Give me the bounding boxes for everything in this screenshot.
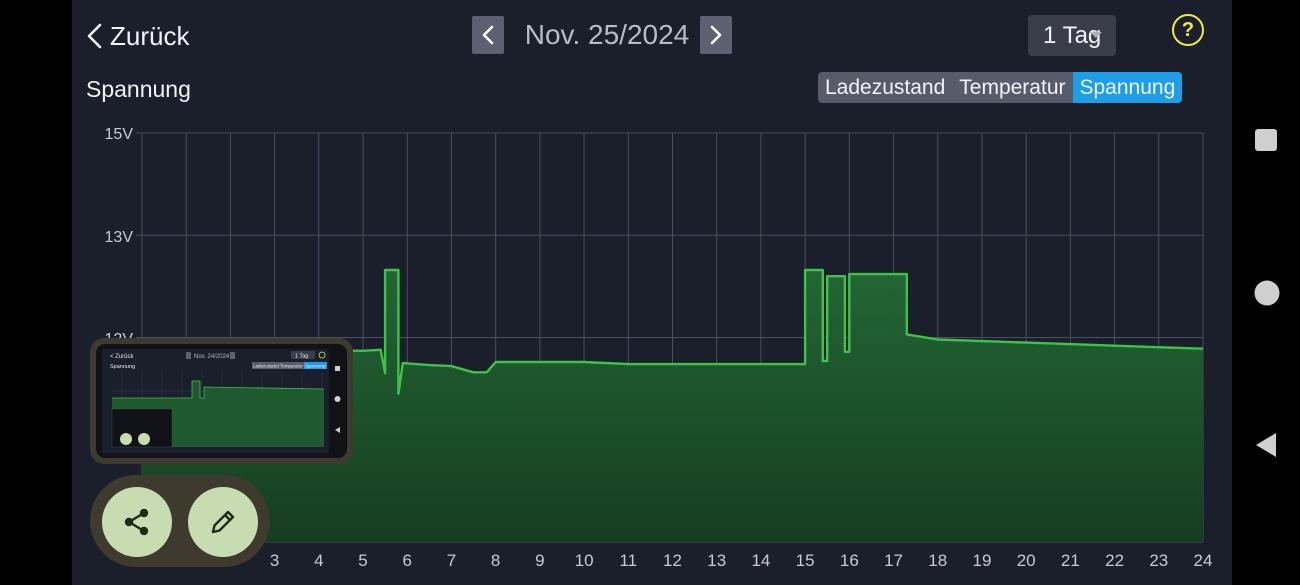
thumb-date: Nov. 24/2024 bbox=[194, 354, 230, 360]
chevron-right-icon bbox=[710, 25, 722, 45]
chevron-left-icon bbox=[87, 23, 102, 49]
thumbnail-screen: < Zurück Nov. 24/2024 1 Tag Spannung Lad… bbox=[102, 349, 329, 453]
tab-ladezustand[interactable]: Ladezustand bbox=[825, 75, 946, 99]
system-nav-bar bbox=[1232, 0, 1300, 585]
x-tick-label: 11 bbox=[619, 551, 637, 570]
voltage-line bbox=[142, 268, 1204, 395]
x-tick-label: 9 bbox=[535, 551, 544, 570]
x-tick-label: 13 bbox=[707, 551, 726, 570]
tab-temperatur[interactable]: Temperatur bbox=[959, 75, 1066, 99]
x-tick-label: 12 bbox=[663, 551, 682, 570]
x-tick-label: 8 bbox=[491, 551, 500, 570]
caret-down-icon bbox=[1090, 32, 1102, 38]
voltage-area bbox=[142, 270, 1203, 542]
thumb-tab: Temperatur bbox=[280, 364, 303, 369]
x-tick-label: 23 bbox=[1149, 551, 1168, 570]
voltage-chart: 15V 13V 12V 3456789101112131415161718192… bbox=[105, 126, 1213, 570]
pencil-icon bbox=[211, 510, 235, 534]
share-icon bbox=[124, 508, 149, 536]
back-label: Zurück bbox=[110, 20, 190, 51]
x-tick-label: 16 bbox=[840, 551, 859, 570]
thumbnail-preview: < Zurück Nov. 24/2024 1 Tag Spannung Lad… bbox=[110, 351, 327, 448]
section-title: Spannung bbox=[86, 76, 191, 102]
back-nav-button[interactable] bbox=[1254, 432, 1278, 463]
screenshot-actions bbox=[90, 475, 270, 567]
x-tick-label: 24 bbox=[1194, 551, 1213, 570]
x-tick-label: 20 bbox=[1017, 551, 1036, 570]
circle-icon bbox=[1254, 280, 1280, 306]
metric-tabs: Ladezustand Temperatur Spannung bbox=[818, 72, 1183, 103]
x-tick-label: 15 bbox=[796, 551, 815, 570]
x-tick-label: 3 bbox=[270, 551, 279, 570]
x-tick-label: 14 bbox=[751, 551, 770, 570]
next-day-button[interactable] bbox=[700, 16, 732, 54]
x-tick-label: 19 bbox=[972, 551, 991, 570]
thumb-back-label: < Zurück bbox=[110, 354, 135, 360]
x-tick-label: 6 bbox=[403, 551, 412, 570]
x-tick-label: 4 bbox=[314, 551, 323, 570]
chevron-left-icon bbox=[482, 25, 494, 45]
x-tick-label: 21 bbox=[1061, 551, 1080, 570]
thumbnail-frame: < Zurück Nov. 24/2024 1 Tag Spannung Lad… bbox=[96, 344, 347, 458]
help-button[interactable]: ? bbox=[1172, 14, 1204, 46]
thumb-section-title: Spannung bbox=[110, 364, 135, 370]
question-circle-icon: ? bbox=[1181, 19, 1195, 41]
thumb-tab: Ladezustand bbox=[253, 364, 279, 369]
x-tick-label: 18 bbox=[928, 551, 947, 570]
share-button[interactable] bbox=[102, 487, 172, 557]
thumb-tab: Spannung bbox=[305, 364, 326, 369]
home-button[interactable] bbox=[1254, 280, 1280, 311]
back-button[interactable]: Zurück bbox=[84, 16, 189, 56]
x-tick-label: 22 bbox=[1105, 551, 1124, 570]
app-screen: Zurück Nov. 25/2024 1 Tag ? Spannung Lad… bbox=[72, 0, 1232, 585]
triangle-back-icon bbox=[1256, 433, 1276, 457]
x-tick-label: 17 bbox=[884, 551, 903, 570]
edit-button[interactable] bbox=[188, 487, 258, 557]
recents-button[interactable] bbox=[1254, 128, 1278, 157]
screenshot-thumbnail[interactable]: < Zurück Nov. 24/2024 1 Tag Spannung Lad… bbox=[90, 338, 353, 464]
x-tick-label: 10 bbox=[575, 551, 594, 570]
y-tick-label: 15V bbox=[105, 126, 134, 143]
square-icon bbox=[1255, 129, 1277, 151]
date-label: Nov. 25/2024 bbox=[524, 19, 690, 50]
thumb-period: 1 Tag bbox=[295, 354, 308, 360]
thumbnail-nav-bar bbox=[334, 366, 341, 433]
previous-day-button[interactable] bbox=[472, 16, 504, 54]
x-tick-label: 7 bbox=[447, 551, 456, 570]
x-tick-label: 5 bbox=[358, 551, 367, 570]
tab-spannung[interactable]: Spannung bbox=[1072, 72, 1183, 103]
period-dropdown[interactable]: 1 Tag bbox=[1028, 15, 1116, 56]
y-tick-label: 13V bbox=[105, 229, 134, 246]
